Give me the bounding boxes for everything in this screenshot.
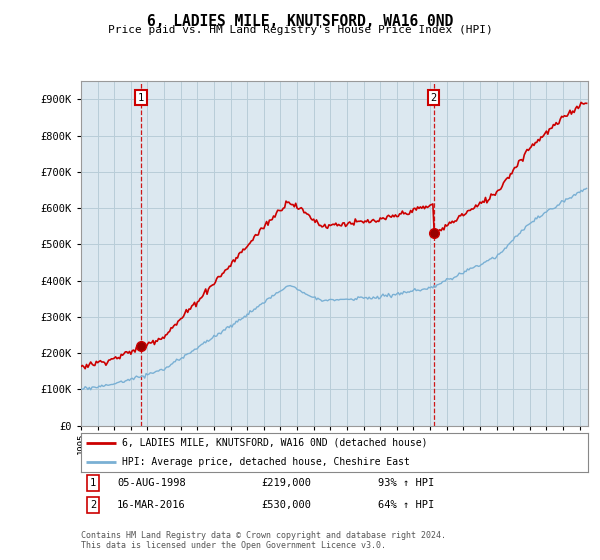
Text: £219,000: £219,000	[261, 478, 311, 488]
Text: 6, LADIES MILE, KNUTSFORD, WA16 0ND: 6, LADIES MILE, KNUTSFORD, WA16 0ND	[147, 14, 453, 29]
Text: HPI: Average price, detached house, Cheshire East: HPI: Average price, detached house, Ches…	[122, 457, 409, 467]
Text: 6, LADIES MILE, KNUTSFORD, WA16 0ND (detached house): 6, LADIES MILE, KNUTSFORD, WA16 0ND (det…	[122, 438, 427, 448]
Text: 2: 2	[430, 92, 437, 102]
Text: 16-MAR-2016: 16-MAR-2016	[117, 500, 186, 510]
Text: £530,000: £530,000	[261, 500, 311, 510]
Text: Contains HM Land Registry data © Crown copyright and database right 2024.
This d: Contains HM Land Registry data © Crown c…	[81, 531, 446, 550]
Text: Price paid vs. HM Land Registry's House Price Index (HPI): Price paid vs. HM Land Registry's House …	[107, 25, 493, 35]
Text: 1: 1	[138, 92, 145, 102]
Text: 64% ↑ HPI: 64% ↑ HPI	[378, 500, 434, 510]
Text: 1: 1	[90, 478, 96, 488]
Text: 93% ↑ HPI: 93% ↑ HPI	[378, 478, 434, 488]
Text: 05-AUG-1998: 05-AUG-1998	[117, 478, 186, 488]
Text: 2: 2	[90, 500, 96, 510]
